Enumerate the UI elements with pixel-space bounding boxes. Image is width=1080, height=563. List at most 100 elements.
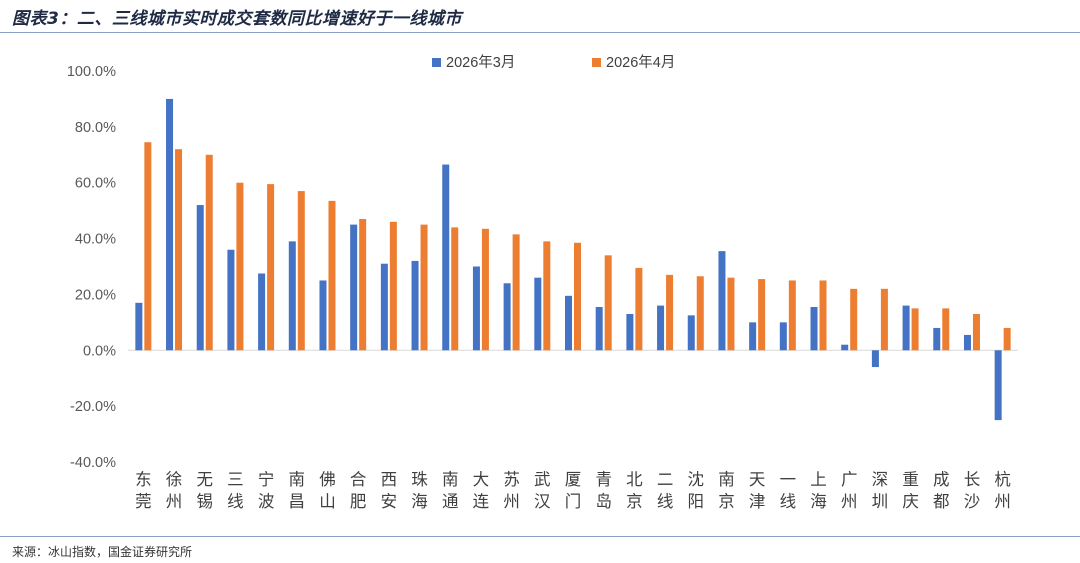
bar-apr (328, 200, 336, 351)
x-tick-label: 杭 (994, 470, 1011, 489)
x-tick-label: 圳 (872, 492, 889, 511)
x-tick-label: 南 (718, 470, 735, 489)
bar-apr (144, 142, 152, 351)
bar-mar (411, 260, 419, 351)
y-tick-label: 80.0% (75, 120, 116, 136)
x-tick-label: 通 (442, 492, 459, 511)
legend-label: 2026年4月 (606, 54, 675, 71)
x-tick-label: 肥 (350, 492, 367, 511)
x-tick-label: 上 (810, 470, 827, 489)
bar-mar (565, 295, 572, 351)
x-tick-label: 安 (381, 492, 398, 511)
x-tick-label: 岛 (595, 492, 612, 511)
x-tick-label: 连 (473, 492, 490, 511)
x-tick-label: 西 (381, 470, 398, 489)
bar-apr (451, 227, 459, 351)
x-tick-label: 京 (626, 492, 643, 511)
x-tick-label: 山 (319, 492, 336, 511)
y-tick-label: 40.0% (75, 232, 116, 248)
bar-mar (595, 306, 603, 351)
bar-mar (871, 350, 879, 368)
x-tick-label: 苏 (503, 470, 520, 489)
y-tick-label: 100.0% (67, 64, 116, 80)
bar-mar (933, 327, 941, 351)
x-tick-label: 沙 (964, 492, 981, 511)
bar-apr (205, 154, 213, 351)
bar-mar (687, 315, 695, 351)
bar-mar (718, 251, 726, 351)
bar-mar (749, 322, 757, 351)
x-tick-label: 海 (411, 492, 428, 511)
x-tick-label: 州 (503, 492, 520, 511)
bar-apr (389, 221, 397, 351)
bar-apr (267, 184, 275, 351)
bar-mar (779, 322, 787, 351)
bar-apr (512, 234, 520, 351)
x-tick-label: 徐 (166, 470, 183, 489)
x-tick-label: 武 (534, 470, 551, 489)
bar-apr (972, 313, 980, 351)
bar-mar (166, 98, 174, 351)
bar-mar (503, 283, 511, 351)
x-tick-label: 大 (473, 470, 490, 489)
bar-apr (850, 288, 858, 351)
x-tick-label: 一 (780, 470, 797, 489)
bar-apr (635, 267, 643, 351)
x-tick-label: 合 (350, 470, 367, 489)
bar-apr (574, 242, 581, 351)
legend-swatch (592, 58, 601, 67)
x-tick-label: 深 (872, 470, 889, 489)
y-tick-label: 60.0% (75, 176, 116, 192)
bar-mar (902, 305, 910, 351)
bar-mar (963, 334, 971, 351)
x-tick-label: 汉 (534, 492, 551, 511)
x-tick-label: 厦 (565, 470, 582, 489)
x-tick-label: 成 (933, 470, 950, 489)
bar-mar (135, 302, 143, 351)
bar-mar (472, 266, 480, 351)
x-tick-label: 北 (626, 470, 643, 489)
legend-label: 2026年3月 (446, 54, 515, 71)
x-tick-label: 广 (841, 470, 858, 489)
bar-apr (942, 308, 950, 351)
bottom-rule (0, 536, 1080, 537)
x-tick-label: 门 (565, 492, 582, 511)
bar-apr (666, 274, 674, 351)
x-tick-label: 三 (227, 470, 244, 489)
bar-apr (758, 279, 766, 351)
bar-apr (604, 255, 612, 351)
x-tick-label: 二 (657, 470, 674, 489)
x-tick-label: 海 (810, 492, 827, 511)
x-tick-label: 阳 (688, 492, 705, 511)
bar-mar (810, 306, 818, 351)
figure-title: 图表3：二、三线城市实时成交套数同比增速好于一线城市 (12, 9, 462, 29)
bar-mar (258, 273, 266, 351)
bar-apr (359, 219, 367, 351)
bar-mar (994, 350, 1002, 421)
x-tick-label: 州 (841, 492, 858, 511)
bar-apr (481, 228, 489, 351)
x-tick-label: 波 (258, 492, 275, 511)
x-tick-label: 珠 (411, 470, 428, 489)
x-tick-label: 线 (657, 492, 674, 511)
x-tick-label: 无 (196, 470, 213, 489)
x-tick-label: 长 (964, 470, 981, 489)
x-tick-label: 津 (749, 492, 766, 511)
bar-apr (788, 280, 796, 351)
x-tick-label: 线 (780, 492, 797, 511)
bar-mar (319, 280, 327, 351)
x-tick-label: 佛 (319, 470, 336, 489)
bar-apr (880, 288, 888, 351)
x-tick-label: 庆 (902, 492, 919, 511)
bar-mar (841, 344, 849, 351)
bar-mar (657, 305, 665, 351)
bar-apr (175, 149, 183, 351)
x-tick-label: 南 (442, 470, 459, 489)
bar-apr (1003, 327, 1011, 351)
x-tick-label: 南 (289, 470, 306, 489)
x-tick-label: 州 (994, 492, 1011, 511)
bar-apr (819, 280, 827, 351)
y-tick-label: -40.0% (70, 455, 116, 471)
x-tick-label: 莞 (135, 492, 152, 511)
x-tick-label: 锡 (196, 492, 213, 511)
